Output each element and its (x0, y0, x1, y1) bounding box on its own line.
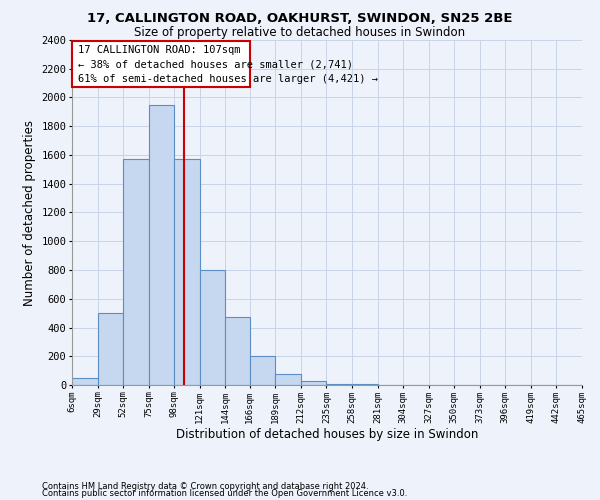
Bar (72, 42, 250, 86)
Text: 17 CALLINGTON ROAD: 107sqm: 17 CALLINGTON ROAD: 107sqm (77, 44, 240, 54)
Bar (326, 384, 352, 385)
Bar (250, 356, 275, 385)
Bar (72, 378, 98, 385)
Text: ← 38% of detached houses are smaller (2,741): ← 38% of detached houses are smaller (2,… (77, 59, 353, 69)
Text: Size of property relative to detached houses in Swindon: Size of property relative to detached ho… (134, 26, 466, 39)
Bar (123, 158, 149, 385)
Bar (301, 380, 326, 385)
Text: Contains public sector information licensed under the Open Government Licence v3: Contains public sector information licen… (42, 490, 407, 498)
Bar (352, 384, 377, 385)
Text: 61% of semi-detached houses are larger (4,421) →: 61% of semi-detached houses are larger (… (77, 74, 377, 84)
Bar (149, 104, 174, 385)
Y-axis label: Number of detached properties: Number of detached properties (23, 120, 36, 306)
Text: Contains HM Land Registry data © Crown copyright and database right 2024.: Contains HM Land Registry data © Crown c… (42, 482, 368, 491)
Bar (174, 158, 200, 385)
Text: 17, CALLINGTON ROAD, OAKHURST, SWINDON, SN25 2BE: 17, CALLINGTON ROAD, OAKHURST, SWINDON, … (87, 12, 513, 26)
Bar (98, 313, 123, 385)
Bar (200, 270, 226, 385)
Bar (226, 316, 250, 385)
Bar (275, 374, 301, 385)
X-axis label: Distribution of detached houses by size in Swindon: Distribution of detached houses by size … (176, 428, 478, 442)
